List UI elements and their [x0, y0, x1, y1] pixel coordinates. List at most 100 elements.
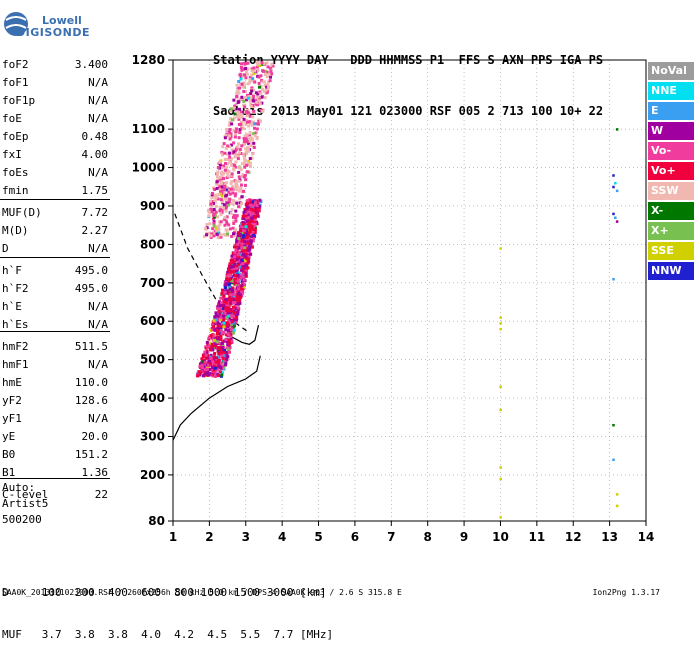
echo-point — [251, 230, 255, 234]
echo-point — [232, 232, 236, 236]
echo-point — [235, 214, 239, 218]
param-name: foEs — [2, 166, 29, 179]
echo-point — [225, 176, 229, 180]
echo-point — [237, 205, 241, 209]
echo-point — [256, 209, 260, 213]
param-name: D — [2, 242, 9, 255]
echo-point — [216, 306, 220, 310]
param-row: hmF1 N/A — [2, 356, 108, 374]
echo-point — [249, 207, 253, 211]
echo-point — [209, 235, 213, 239]
echo-point — [246, 206, 250, 210]
echo-point — [239, 82, 243, 86]
echo-point — [240, 115, 244, 119]
echo-point — [232, 219, 236, 223]
chart-traces — [172, 213, 261, 441]
echo-point — [227, 328, 231, 332]
isolated-echo-point — [499, 247, 502, 250]
echo-point — [233, 273, 237, 277]
echo-point — [214, 360, 218, 364]
echo-point — [209, 357, 213, 361]
echo-point — [253, 218, 257, 222]
echo-point — [234, 216, 238, 220]
echo-point — [234, 318, 238, 322]
echo-point — [237, 238, 241, 242]
echo-point — [235, 267, 239, 271]
echo-point — [252, 237, 256, 241]
echo-point — [219, 212, 223, 216]
echo-point — [223, 184, 227, 188]
echo-point — [220, 166, 224, 170]
echo-point — [218, 370, 222, 374]
param-name: B0 — [2, 448, 16, 461]
echo-point — [220, 173, 224, 177]
echo-point — [234, 160, 238, 164]
echo-point — [217, 373, 221, 377]
echo-point — [232, 98, 236, 102]
echo-point — [216, 361, 220, 365]
echo-points — [195, 60, 619, 519]
param-name: B1 — [2, 466, 16, 479]
echo-point — [232, 128, 236, 132]
echo-point — [205, 340, 209, 344]
echo-point — [249, 243, 253, 247]
echo-point — [219, 235, 223, 239]
echo-point — [248, 157, 252, 161]
echo-point — [239, 224, 243, 228]
echo-point — [266, 85, 270, 89]
echo-point — [205, 233, 209, 237]
echo-point — [257, 85, 261, 89]
echo-point — [256, 93, 260, 97]
echo-point — [219, 296, 223, 300]
echo-point — [243, 263, 247, 267]
echo-point — [243, 159, 247, 163]
echo-point — [201, 359, 205, 363]
echo-point — [243, 110, 247, 114]
echo-point — [246, 235, 250, 239]
echo-point — [250, 226, 254, 230]
echo-point — [205, 226, 209, 230]
echo-point — [229, 143, 233, 147]
echo-point — [255, 61, 259, 65]
echo-point — [225, 229, 229, 233]
echo-point — [230, 320, 234, 324]
echo-point — [241, 249, 245, 253]
echo-point — [233, 132, 237, 136]
isolated-echo-point — [615, 189, 619, 193]
echo-point — [219, 233, 223, 237]
echo-point — [252, 72, 256, 76]
echo-point — [207, 359, 211, 363]
echo-point — [236, 274, 240, 278]
param-value: N/A — [88, 358, 108, 371]
echo-point — [243, 165, 247, 169]
echo-point — [204, 346, 208, 350]
echo-point — [223, 353, 227, 357]
echo-point — [222, 330, 226, 334]
echo-point — [236, 88, 240, 92]
echo-point — [250, 67, 254, 71]
echo-point — [213, 200, 217, 204]
echo-point — [227, 170, 231, 174]
echo-point — [218, 220, 222, 224]
echo-point — [255, 100, 259, 104]
echo-point — [245, 110, 249, 114]
legend-item-vo-: Vo+ — [648, 162, 694, 180]
echo-point — [234, 192, 238, 196]
echo-point — [215, 332, 219, 336]
muf-table: D 100 200 400 600 800 1000 1500 3000 [km… — [2, 558, 333, 656]
echo-point — [244, 225, 248, 229]
echo-point — [207, 344, 211, 348]
echo-point — [239, 113, 243, 117]
echo-point — [235, 238, 239, 242]
echo-point — [226, 232, 230, 236]
echo-point — [216, 326, 220, 330]
echo-point — [212, 221, 216, 225]
echo-point — [241, 272, 245, 276]
echo-point — [219, 338, 223, 342]
echo-point — [217, 192, 221, 196]
echo-point — [269, 75, 273, 79]
echo-point — [233, 112, 237, 116]
echo-point — [250, 214, 254, 218]
echo-point — [265, 83, 269, 87]
echo-point — [224, 209, 228, 213]
